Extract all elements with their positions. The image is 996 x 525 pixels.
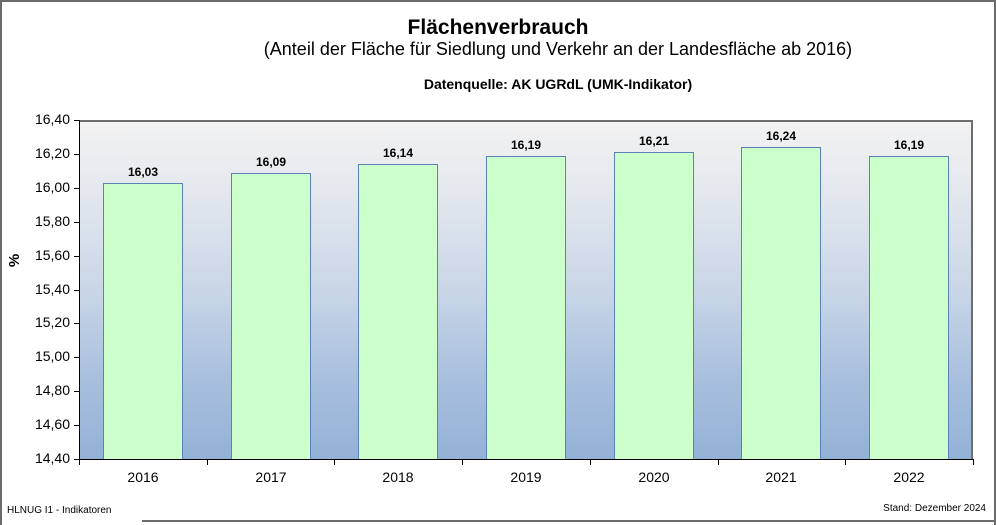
footer-left: HLNUG I1 - Indikatoren xyxy=(7,505,112,516)
chart-title: Flächenverbrauch xyxy=(407,16,589,39)
y-axis xyxy=(79,120,80,461)
y-tick xyxy=(74,391,79,392)
x-tick xyxy=(590,460,591,465)
y-tick xyxy=(74,120,79,121)
x-tick xyxy=(462,460,463,465)
y-tick xyxy=(74,323,79,324)
chart-subtitle: (Anteil der Fläche für Siedlung und Verk… xyxy=(263,39,853,59)
x-tick xyxy=(79,460,80,465)
y-tick-label: 15,20 xyxy=(34,314,70,330)
x-axis xyxy=(79,459,974,460)
y-tick-label: 15,80 xyxy=(34,213,70,229)
y-tick xyxy=(74,188,79,189)
x-tick-label: 2021 xyxy=(765,469,797,485)
y-tick-label: 14,80 xyxy=(34,382,70,398)
y-tick xyxy=(74,222,79,223)
y-tick-label: 15,60 xyxy=(34,247,70,263)
bar-value-label: 16,19 xyxy=(510,138,542,152)
bar-2020 xyxy=(614,152,694,459)
footer-right: Stand: Dezember 2024 xyxy=(883,503,986,514)
bar-2021 xyxy=(741,147,821,459)
y-tick xyxy=(74,357,79,358)
x-tick-label: 2020 xyxy=(638,469,670,485)
x-tick-label: 2022 xyxy=(893,469,925,485)
bar-value-label: 16,24 xyxy=(765,129,797,143)
bar-2016 xyxy=(103,183,183,459)
bar-2017 xyxy=(231,173,311,459)
x-tick xyxy=(334,460,335,465)
y-tick-label: 14,40 xyxy=(34,450,70,466)
y-tick xyxy=(74,425,79,426)
x-tick xyxy=(845,460,846,465)
y-tick xyxy=(74,256,79,257)
x-tick-label: 2016 xyxy=(127,469,159,485)
y-axis-title: % xyxy=(6,253,24,268)
bar-2019 xyxy=(486,156,566,459)
x-tick-label: 2018 xyxy=(382,469,414,485)
y-tick-label: 15,40 xyxy=(34,281,70,297)
bar-value-label: 16,03 xyxy=(127,165,159,179)
bar-value-label: 16,09 xyxy=(255,155,287,169)
x-tick-label: 2017 xyxy=(255,469,287,485)
y-tick xyxy=(74,154,79,155)
x-tick-label: 2019 xyxy=(510,469,542,485)
bar-value-label: 16,14 xyxy=(382,146,414,160)
chart-frame-bottom xyxy=(142,520,994,522)
data-source: Datenquelle: AK UGRdL (UMK-Indikator) xyxy=(423,76,693,92)
x-tick xyxy=(718,460,719,465)
y-tick-label: 15,00 xyxy=(34,348,70,364)
y-tick-label: 16,00 xyxy=(34,179,70,195)
y-tick xyxy=(74,459,79,460)
x-tick xyxy=(973,460,974,465)
y-tick-label: 14,60 xyxy=(34,416,70,432)
bar-2018 xyxy=(358,164,438,459)
y-tick xyxy=(74,290,79,291)
y-tick-label: 16,40 xyxy=(34,111,70,127)
bar-value-label: 16,21 xyxy=(638,134,670,148)
y-tick-label: 16,20 xyxy=(34,145,70,161)
x-tick xyxy=(207,460,208,465)
bar-2022 xyxy=(869,156,949,459)
bar-value-label: 16,19 xyxy=(893,138,925,152)
